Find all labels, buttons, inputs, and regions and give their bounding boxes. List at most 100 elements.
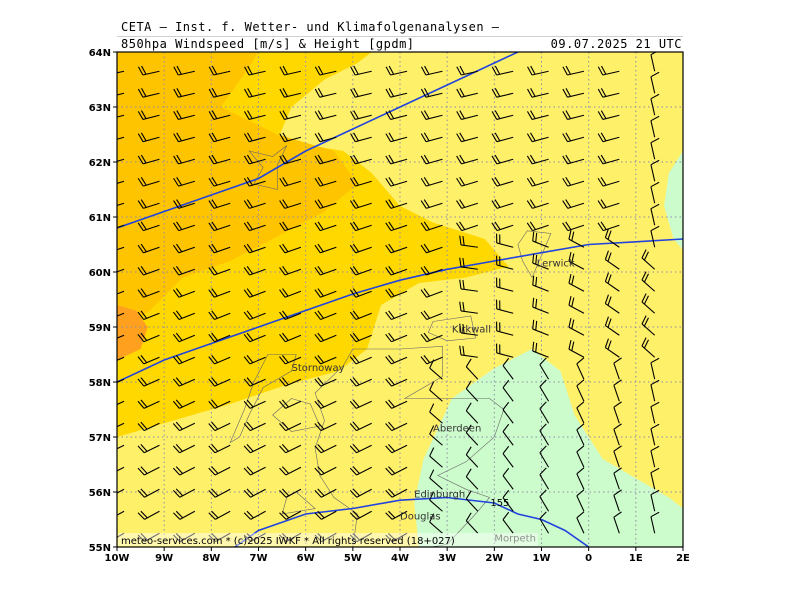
wind-barb bbox=[576, 357, 585, 380]
wind-barb bbox=[420, 243, 443, 254]
wind-barb bbox=[532, 341, 549, 358]
wind-barb bbox=[314, 310, 337, 320]
wind-barb bbox=[532, 231, 549, 248]
speed-band-higher bbox=[117, 52, 358, 333]
wind-barb bbox=[314, 488, 337, 498]
wind-barb bbox=[349, 488, 372, 498]
wind-barb bbox=[208, 199, 231, 209]
wind-barb bbox=[562, 88, 585, 98]
y-tick-label: 61N bbox=[89, 213, 111, 224]
wind-barb bbox=[117, 400, 125, 406]
wind-barb bbox=[137, 154, 160, 165]
wind-barb bbox=[496, 299, 514, 314]
wind-barb bbox=[243, 466, 266, 476]
wind-barb bbox=[117, 510, 125, 516]
wind-barb bbox=[576, 489, 585, 512]
wind-barb bbox=[314, 466, 337, 476]
wind-barb bbox=[568, 252, 585, 270]
wind-barb bbox=[137, 110, 160, 120]
header-frame bbox=[117, 36, 683, 52]
wind-barb bbox=[349, 399, 372, 409]
wind-barb bbox=[117, 202, 125, 207]
city-label: Stornoway bbox=[292, 363, 345, 374]
wind-barb bbox=[314, 110, 337, 120]
wind-barb bbox=[137, 421, 160, 432]
wind-barb bbox=[244, 88, 266, 98]
wind-barb bbox=[650, 93, 660, 116]
wind-barb bbox=[349, 377, 372, 387]
wind-barb bbox=[465, 468, 479, 490]
wind-barb bbox=[314, 221, 337, 232]
wind-barb bbox=[420, 199, 443, 209]
wind-barb bbox=[526, 154, 549, 165]
wind-barb bbox=[279, 65, 302, 76]
wind-barb bbox=[502, 423, 514, 446]
wind-barb bbox=[562, 154, 585, 165]
wind-barb bbox=[173, 65, 195, 76]
x-tick-label: 5W bbox=[344, 553, 362, 564]
wind-barb bbox=[456, 88, 478, 98]
wind-barb bbox=[279, 288, 302, 298]
wind-barb bbox=[613, 401, 622, 424]
wind-barb bbox=[208, 221, 231, 232]
wind-barb bbox=[385, 221, 408, 232]
wind-barb bbox=[576, 511, 585, 534]
wind-barb bbox=[350, 132, 372, 143]
wind-barb bbox=[208, 243, 231, 254]
wind-barb bbox=[459, 301, 478, 314]
wind-barb bbox=[172, 399, 196, 409]
city-label: Edinburgh bbox=[414, 490, 465, 501]
wind-barb bbox=[173, 532, 196, 543]
wind-barb bbox=[117, 422, 125, 428]
wind-barb bbox=[349, 510, 372, 520]
wind-barb bbox=[314, 510, 337, 520]
y-tick-label: 57N bbox=[89, 433, 111, 444]
x-tick-label: 8W bbox=[202, 553, 220, 564]
wind-barb bbox=[385, 177, 408, 187]
wind-barb bbox=[137, 332, 160, 343]
wind-barb bbox=[576, 401, 585, 424]
wind-barb bbox=[243, 221, 266, 232]
wind-barb bbox=[420, 132, 443, 143]
wind-barb bbox=[526, 110, 549, 120]
wind-barb bbox=[613, 379, 622, 402]
wind-barb bbox=[465, 358, 479, 380]
wind-barb bbox=[279, 154, 302, 165]
wind-barb bbox=[173, 243, 196, 254]
wind-barb bbox=[650, 511, 660, 534]
wind-barb bbox=[117, 378, 125, 383]
wind-barb bbox=[314, 65, 337, 76]
wind-barb bbox=[532, 297, 549, 314]
wind-barb bbox=[137, 88, 160, 98]
wind-barb bbox=[385, 466, 408, 476]
wind-barb bbox=[385, 332, 408, 343]
wind-barb bbox=[491, 177, 514, 187]
wind-barb bbox=[208, 377, 231, 387]
wind-barb bbox=[532, 319, 549, 336]
wind-barb bbox=[117, 92, 125, 96]
wind-barb bbox=[279, 444, 302, 454]
wind-barb bbox=[279, 355, 302, 365]
footer-credit: meteo-services.com * (c)2025 IWKF * All … bbox=[121, 536, 455, 547]
wind-barb bbox=[208, 355, 231, 365]
wind-barb bbox=[137, 199, 160, 209]
wind-barb bbox=[208, 466, 231, 476]
wind-barb bbox=[420, 332, 443, 343]
wind-barb bbox=[208, 510, 231, 520]
wind-barb bbox=[420, 310, 443, 320]
grid bbox=[117, 52, 683, 547]
wind-barb bbox=[532, 253, 549, 270]
wind-barb bbox=[137, 532, 160, 543]
wind-barb bbox=[243, 177, 266, 187]
wind-barb bbox=[349, 332, 372, 343]
wind-barb bbox=[502, 357, 514, 380]
wind-barb bbox=[279, 466, 302, 476]
wind-barb bbox=[208, 310, 231, 320]
wind-barb bbox=[459, 279, 478, 292]
wind-barb bbox=[604, 228, 620, 248]
wind-barb bbox=[385, 488, 408, 498]
wind-barb bbox=[243, 421, 266, 432]
isohypse-line bbox=[234, 496, 590, 547]
wind-barb bbox=[349, 199, 372, 209]
